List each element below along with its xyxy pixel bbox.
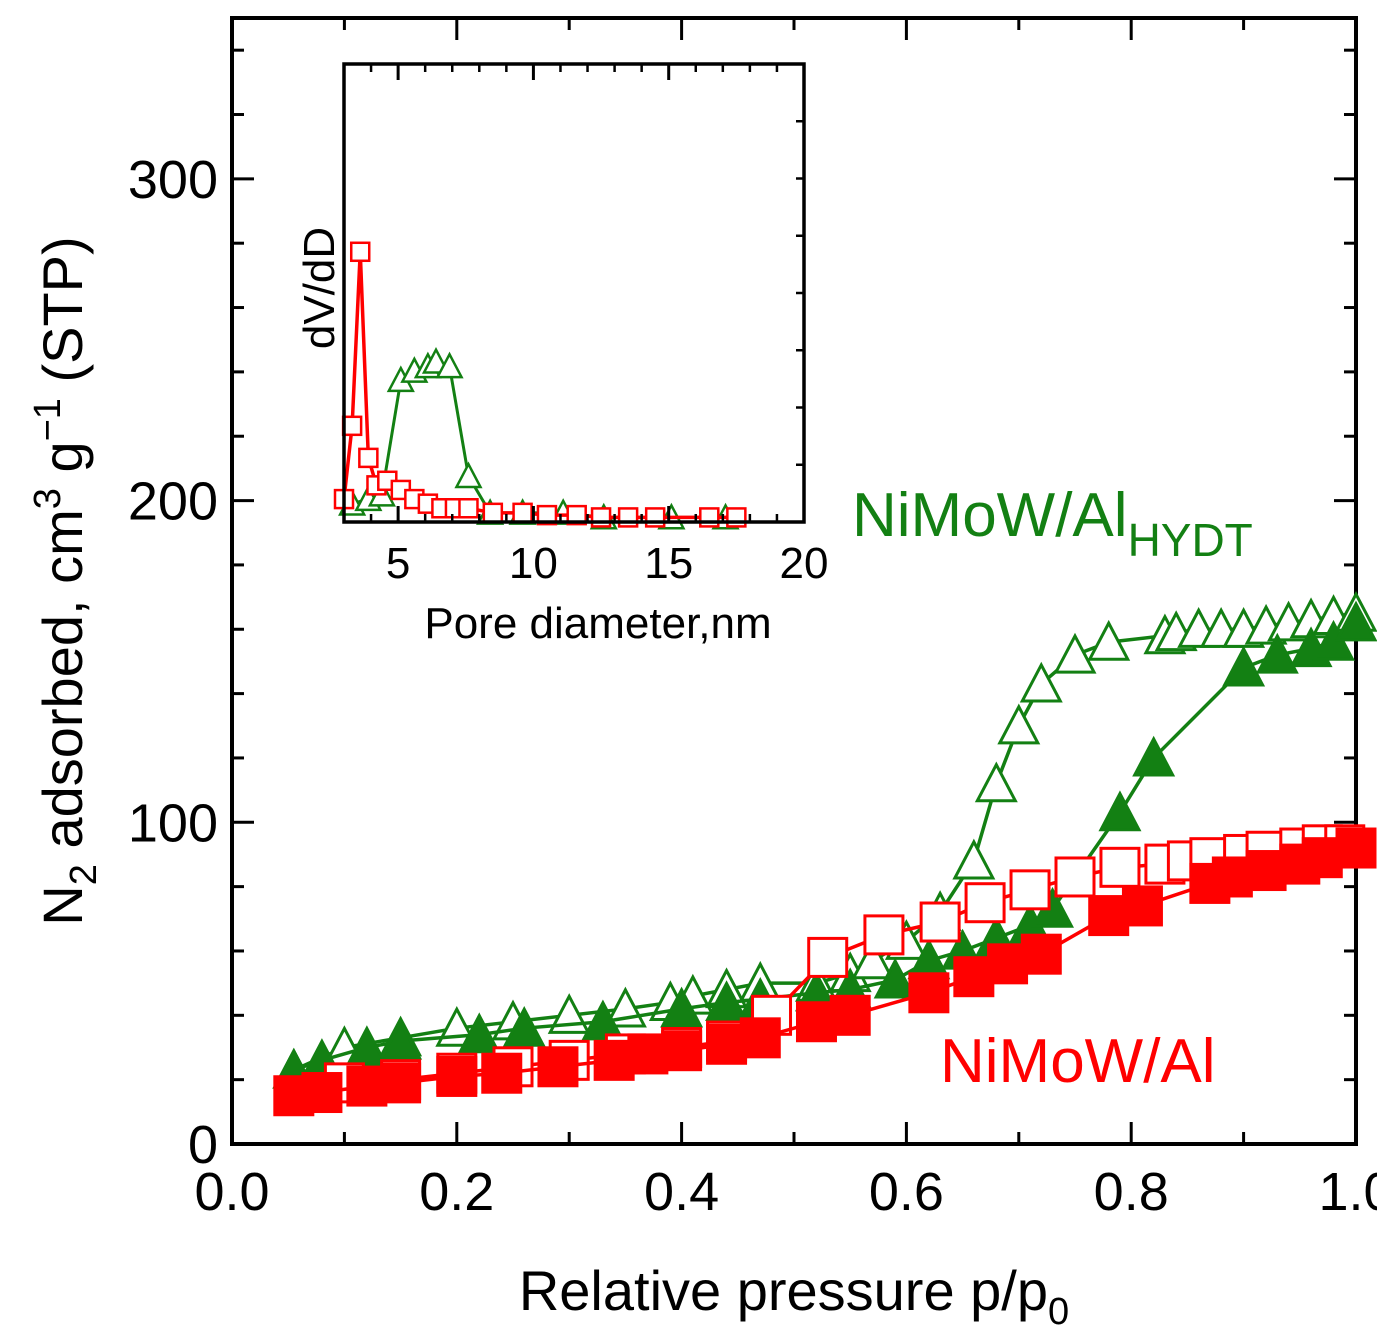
triangle-marker (851, 938, 895, 980)
inset-x-axis-title: Pore diameter,nm (424, 599, 771, 648)
triangle-marker (454, 461, 483, 489)
triangle-marker (1222, 645, 1266, 687)
triangle-marker (660, 986, 704, 1028)
y-tick-label: 300 (128, 150, 218, 210)
square-marker (537, 1046, 579, 1088)
x-axis-title: Relative pressure p/p0 (519, 1259, 1069, 1333)
label-hydt: NiMoW/AlHYDT (852, 481, 1253, 566)
x-tick-label: 0.2 (419, 1162, 494, 1222)
square-marker (1099, 846, 1141, 888)
main-ticks: 0.0 0.2 0.4 0.6 0.8 1.0 0 100 200 300 (128, 18, 1377, 1222)
triangle-marker (1053, 632, 1097, 674)
square-marker (908, 972, 950, 1014)
y-axis-title: N2 adsorbed, cm3 g−1 (STP) (27, 236, 105, 925)
triangle-marker (379, 1018, 423, 1060)
square-marker (349, 241, 371, 263)
square-marker (739, 1017, 781, 1059)
square-marker (807, 936, 849, 978)
square-marker (863, 914, 905, 956)
square-marker (964, 882, 1006, 924)
square-marker (536, 504, 558, 526)
square-marker (1301, 837, 1343, 879)
square-marker (1020, 933, 1062, 975)
series-al-filled (273, 827, 1377, 1117)
x-tick-label: 0.6 (869, 1162, 944, 1222)
square-marker (1121, 885, 1163, 927)
inset-x-tick-label: 20 (780, 539, 829, 588)
x-tick-label: 0.8 (1094, 1162, 1169, 1222)
square-marker (919, 901, 961, 943)
triangle-marker (1087, 619, 1131, 661)
x-tick-label: 0.0 (194, 1162, 269, 1222)
y-tick-label: 0 (188, 1115, 218, 1175)
triangle-marker (997, 703, 1041, 745)
square-marker (341, 415, 363, 437)
inset-x-tick-label: 10 (509, 539, 558, 588)
square-marker (829, 994, 871, 1036)
triangle-marker (873, 957, 917, 999)
triangle-marker (952, 838, 996, 880)
triangle-marker (1255, 632, 1299, 674)
square-marker (1335, 827, 1377, 869)
triangle-marker (457, 1012, 501, 1054)
square-marker (301, 1072, 343, 1114)
label-al: NiMoW/Al (940, 1027, 1216, 1096)
square-marker (436, 1055, 478, 1097)
square-marker (1009, 869, 1051, 911)
triangle-marker (581, 999, 625, 1041)
main-series (272, 590, 1377, 1117)
square-marker (380, 1062, 422, 1104)
triangle-marker (435, 351, 464, 379)
y-tick-label: 200 (128, 472, 218, 532)
square-marker (566, 504, 587, 526)
square-marker (661, 1030, 703, 1072)
square-marker (953, 956, 995, 998)
square-marker (706, 1023, 748, 1065)
triangle-marker (345, 1025, 389, 1067)
square-marker (481, 1052, 523, 1094)
inset-x-tick-label: 5 (386, 539, 410, 588)
triangle-marker (705, 980, 749, 1022)
square-marker (1054, 856, 1096, 898)
inset-y-axis-title: dV/dD (295, 227, 344, 349)
triangle-marker (1019, 661, 1063, 703)
square-marker (512, 502, 533, 524)
x-tick-label: 0.4 (644, 1162, 719, 1222)
square-marker (593, 1039, 635, 1081)
square-marker (482, 502, 504, 524)
triangle-marker (974, 761, 1018, 803)
inset-background (344, 64, 804, 522)
y-tick-label: 100 (128, 793, 218, 853)
triangle-marker (1132, 735, 1176, 777)
triangle-marker (1334, 600, 1377, 642)
square-marker (627, 1033, 669, 1075)
square-marker (1211, 856, 1253, 898)
triangle-marker (502, 1005, 546, 1047)
square-marker (358, 447, 379, 469)
square-marker (458, 498, 479, 519)
triangle-marker (1098, 790, 1142, 832)
series-al-open (333, 241, 747, 528)
x-tick-label: 1.0 (1318, 1162, 1377, 1222)
inset-ticks: 5 10 15 20 (369, 64, 829, 588)
inset-x-tick-label: 15 (644, 539, 693, 588)
